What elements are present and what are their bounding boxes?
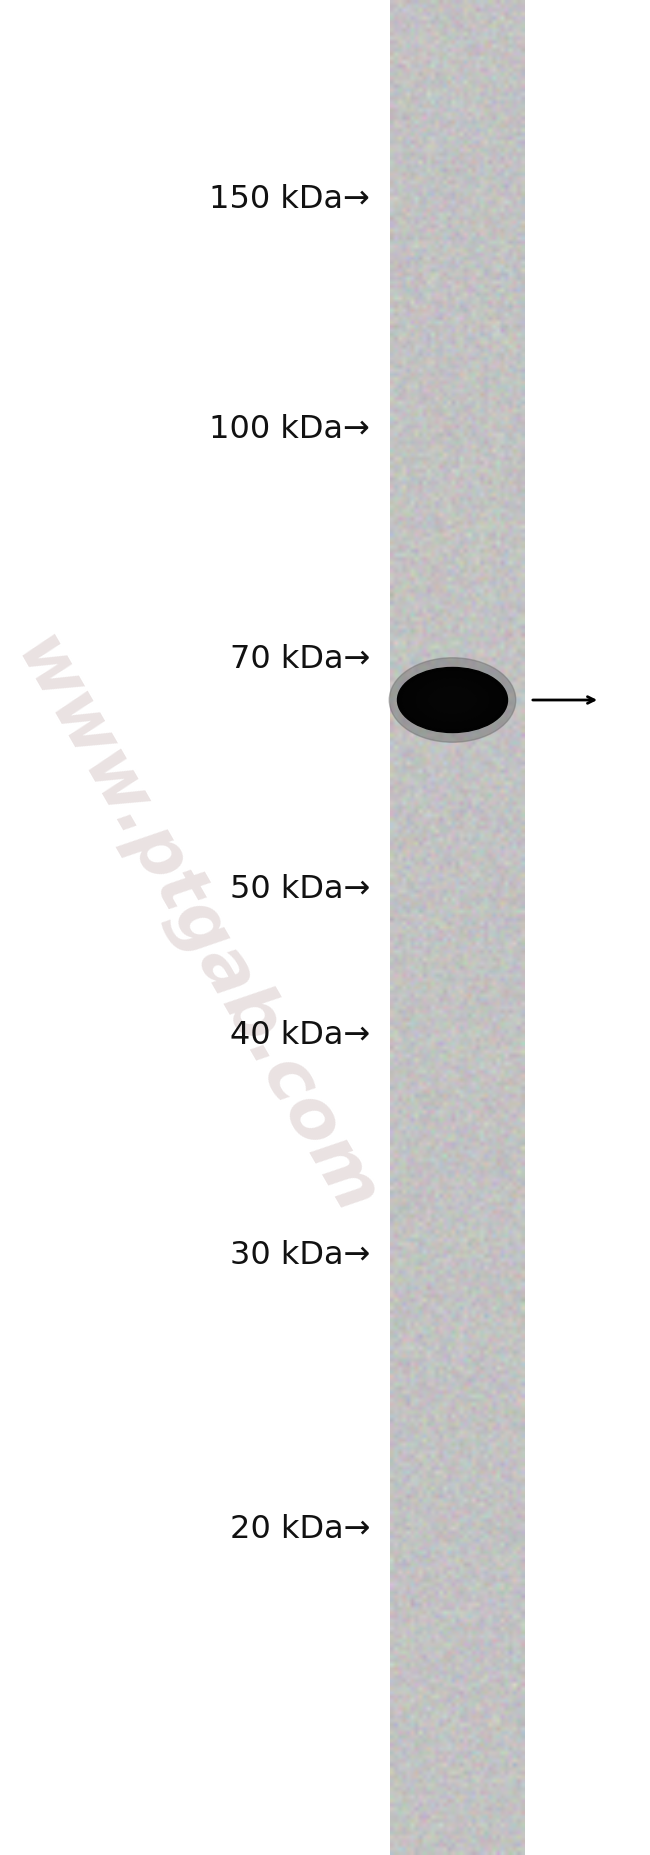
- Text: 150 kDa→: 150 kDa→: [209, 184, 370, 215]
- Ellipse shape: [415, 677, 490, 722]
- Ellipse shape: [398, 668, 508, 733]
- Ellipse shape: [411, 675, 494, 725]
- Bar: [390, 0, 525, 1855]
- Text: 20 kDa→: 20 kDa→: [229, 1514, 370, 1545]
- Ellipse shape: [389, 659, 515, 742]
- Text: 40 kDa→: 40 kDa→: [229, 1020, 370, 1050]
- Text: 70 kDa→: 70 kDa→: [229, 644, 370, 675]
- Ellipse shape: [406, 673, 499, 727]
- Ellipse shape: [402, 670, 503, 729]
- Text: 50 kDa→: 50 kDa→: [229, 874, 370, 905]
- Ellipse shape: [424, 683, 481, 716]
- Text: 30 kDa→: 30 kDa→: [229, 1239, 370, 1271]
- Text: 100 kDa→: 100 kDa→: [209, 414, 370, 445]
- Text: www.ptgab.com: www.ptgab.com: [1, 625, 389, 1230]
- Ellipse shape: [419, 681, 486, 720]
- Ellipse shape: [428, 686, 476, 714]
